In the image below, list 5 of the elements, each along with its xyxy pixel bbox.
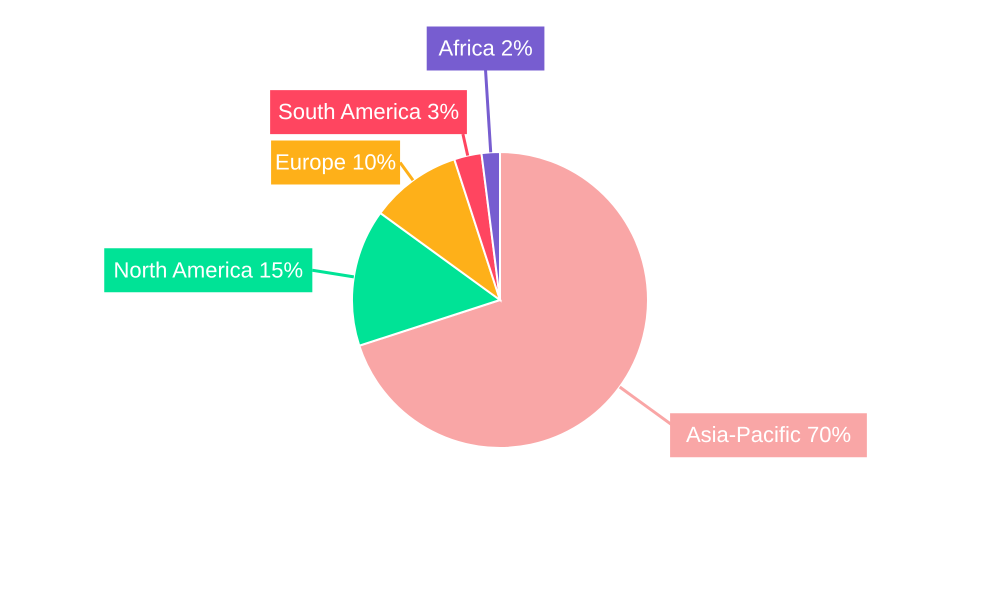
slice-label: Europe 10% — [275, 149, 396, 174]
slice-label: Africa 2% — [438, 35, 533, 60]
slice-label: Asia-Pacific 70% — [686, 422, 852, 448]
slice-label: South America 3% — [278, 99, 460, 124]
slice-label: North America 15% — [114, 257, 304, 282]
